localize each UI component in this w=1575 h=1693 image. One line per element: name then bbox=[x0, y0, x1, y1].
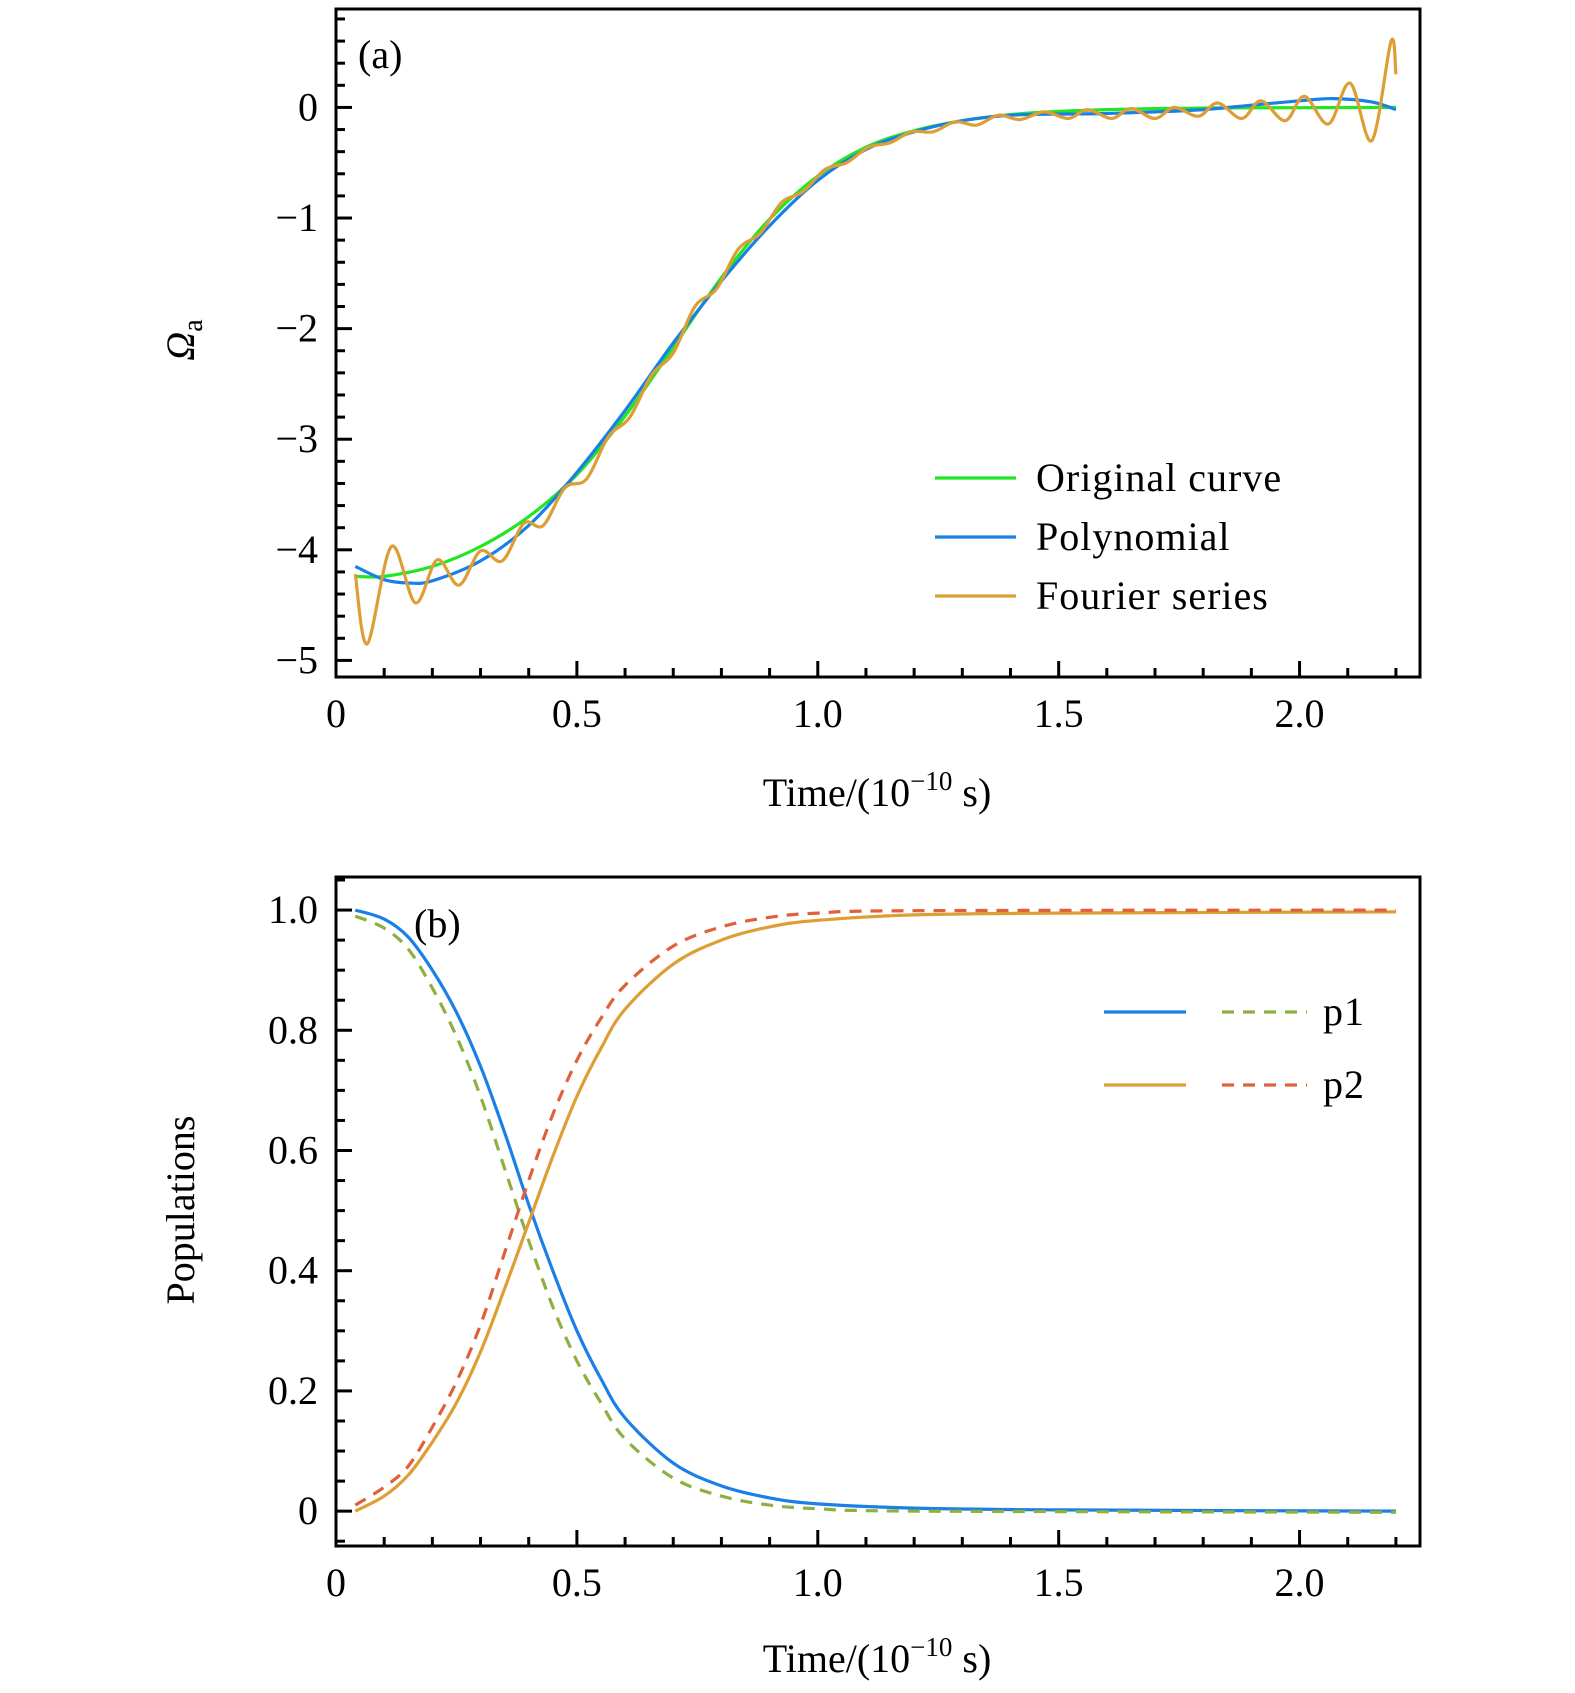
y-tick-label: 0 bbox=[298, 84, 318, 129]
x-tick-label: 0.5 bbox=[552, 691, 602, 736]
panel-a-legend: Original curve Polynomial Fourier series bbox=[935, 455, 1282, 618]
panel-a-frame bbox=[334, 7, 1422, 679]
x-tick-label: 0 bbox=[326, 691, 346, 736]
panel-b: 0 0.5 1.0 1.5 2.0 0 0.2 0.4 0.6 0.8 1.0 (b) Time/(… bbox=[158, 875, 1422, 1681]
panel-b-ylabel: Populations bbox=[158, 1116, 203, 1305]
y-tick-label: −5 bbox=[275, 637, 318, 682]
panel-b-series-p2-dashed bbox=[354, 908, 1396, 1507]
legend-label: Polynomial bbox=[1036, 514, 1230, 559]
panel-a-series-polynomial bbox=[354, 96, 1397, 585]
panel-b-legend: p1 p2 bbox=[1104, 989, 1365, 1107]
panel-a: 0 0.5 1.0 1.5 2.0 0 −1 −2 −3 −4 −5 (a) Time/(10−10… bbox=[158, 7, 1422, 815]
y-tick-label: 0.2 bbox=[268, 1368, 318, 1413]
panel-b-series-p2-solid bbox=[354, 910, 1396, 1513]
panel-b-xlabel: Time/(10−10 s) bbox=[763, 1632, 992, 1681]
legend-label: p2 bbox=[1323, 1062, 1365, 1107]
y-tick-label: 0.8 bbox=[268, 1007, 318, 1052]
panel-a-ylabel: Ωa bbox=[158, 319, 209, 361]
y-tick-label: 0.4 bbox=[268, 1248, 318, 1293]
panel-b-ticks: 0 0.5 1.0 1.5 2.0 0 0.2 0.4 0.6 0.8 1.0 bbox=[268, 878, 1398, 1605]
legend-label: p1 bbox=[1323, 989, 1365, 1034]
legend-label: Original curve bbox=[1036, 455, 1282, 500]
panel-a-label: (a) bbox=[358, 32, 402, 77]
panel-b-curves bbox=[354, 908, 1396, 1514]
y-tick-label: 1.0 bbox=[268, 887, 318, 932]
panel-a-series-original-curve bbox=[355, 105, 1396, 579]
panel-b-series-p1-solid bbox=[354, 908, 1396, 1513]
x-tick-label: 1.0 bbox=[793, 1560, 843, 1605]
panel-b-series-p1-dashed bbox=[354, 914, 1396, 1514]
y-tick-label: 0 bbox=[298, 1488, 318, 1533]
panel-a-xlabel: Time/(10−10 s) bbox=[763, 766, 992, 815]
y-tick-label: −4 bbox=[275, 527, 318, 572]
x-tick-label: 2.0 bbox=[1275, 691, 1325, 736]
panel-a-ticks: 0 0.5 1.0 1.5 2.0 0 −1 −2 −3 −4 −5 bbox=[275, 17, 1398, 736]
x-tick-label: 1.0 bbox=[793, 691, 843, 736]
x-tick-label: 0.5 bbox=[552, 1560, 602, 1605]
y-tick-label: 0.6 bbox=[268, 1127, 318, 1172]
legend-label: Fourier series bbox=[1036, 573, 1269, 618]
x-tick-label: 0 bbox=[326, 1560, 346, 1605]
panel-b-frame bbox=[334, 875, 1422, 1548]
y-tick-label: −3 bbox=[275, 416, 318, 461]
panel-a-series-fourier-series bbox=[353, 37, 1398, 646]
panel-b-label: (b) bbox=[414, 901, 461, 946]
x-tick-label: 1.5 bbox=[1034, 691, 1084, 736]
y-tick-label: −2 bbox=[275, 306, 318, 351]
x-tick-label: 2.0 bbox=[1275, 1560, 1325, 1605]
y-tick-label: −1 bbox=[275, 195, 318, 240]
x-tick-label: 1.5 bbox=[1034, 1560, 1084, 1605]
panel-a-curves bbox=[353, 37, 1398, 646]
